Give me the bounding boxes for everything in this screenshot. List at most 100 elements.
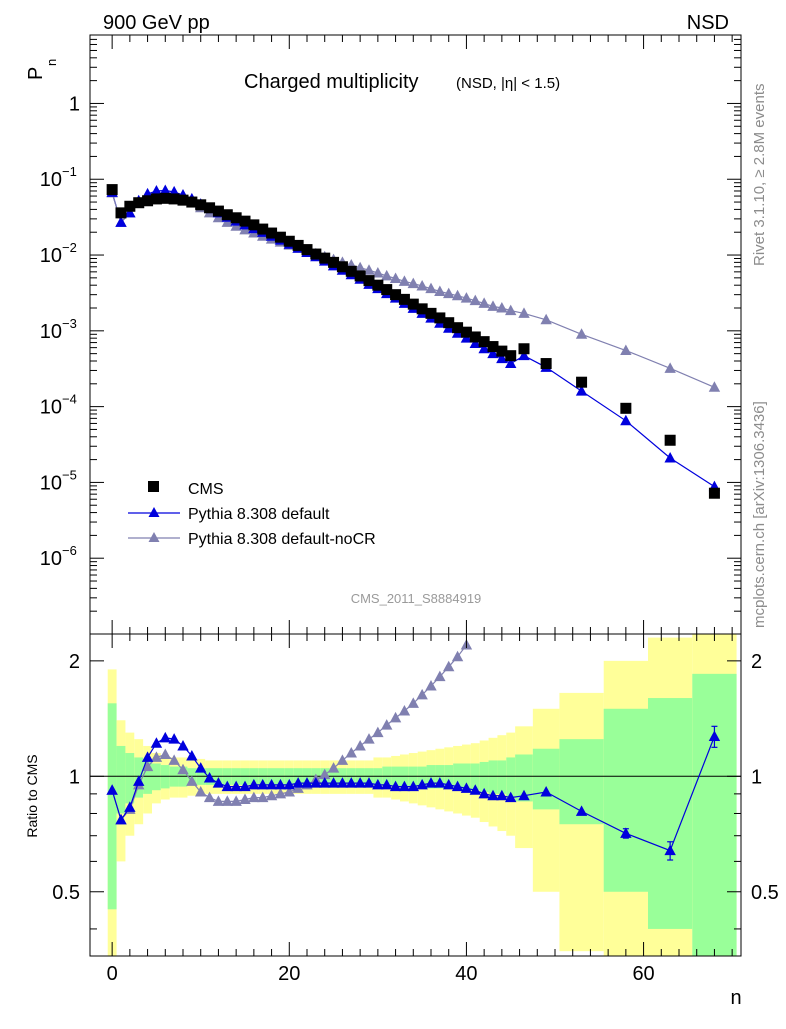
ratio-point-default <box>708 730 721 742</box>
y-tick-label-exponent: −6 <box>62 543 77 558</box>
ratio-band-inner <box>488 760 498 794</box>
ratio-point-default <box>372 778 384 790</box>
data-point-nocr <box>708 381 721 392</box>
data-point-cms <box>381 284 393 296</box>
ratio-point-default <box>115 813 127 825</box>
ratio-point-nocr <box>186 775 198 786</box>
ratio-point-default <box>283 778 295 790</box>
data-point-default <box>478 342 490 354</box>
ratio-point-default <box>221 780 233 792</box>
ratio-band-inner <box>116 745 126 814</box>
data-point-cms <box>434 312 446 324</box>
ratio-point-nocr <box>239 793 251 805</box>
data-point-nocr <box>478 297 490 308</box>
ratio-point-nocr <box>416 688 428 700</box>
ratio-point-nocr <box>425 679 437 691</box>
ratio-band-inner <box>143 760 152 794</box>
data-point-nocr <box>505 304 517 316</box>
ratio-point-nocr <box>389 711 402 723</box>
y-tick-label: 10 <box>40 472 62 494</box>
y-tick-label: 10 <box>40 548 62 570</box>
ratio-band-inner <box>603 708 648 892</box>
data-point-default <box>496 352 508 364</box>
ratio-point-default <box>186 749 198 761</box>
ratio-point-default <box>133 775 145 786</box>
data-point-nocr <box>389 272 402 284</box>
ratio-band-inner <box>506 757 516 798</box>
ratio-point-default <box>336 777 349 788</box>
ratio-band-inner <box>648 698 693 929</box>
data-point-cms <box>310 248 322 260</box>
ratio-point-default <box>177 739 189 751</box>
data-point-cms <box>452 322 464 334</box>
data-point-nocr <box>451 289 464 301</box>
ratio-y-tick-label: 1 <box>69 766 80 788</box>
data-point-cms <box>505 350 517 362</box>
data-point-nocr <box>469 294 481 306</box>
data-point-cms <box>319 252 331 264</box>
y-tick-label-exponent: −5 <box>62 467 77 482</box>
ratio-point-default <box>292 777 304 788</box>
ratio-point-nocr <box>159 748 171 759</box>
data-point-default <box>575 385 588 396</box>
data-point-cms <box>274 231 286 243</box>
data-point-cms <box>363 275 375 287</box>
data-point-cms <box>620 402 632 414</box>
ratio-band-inner <box>515 754 533 802</box>
data-point-cms <box>328 256 340 268</box>
chart-title: Charged multiplicity <box>244 71 419 93</box>
data-point-cms <box>390 289 402 301</box>
ratio-point-nocr <box>363 733 375 744</box>
ratio-point-default <box>620 827 632 838</box>
y-tick-label-exponent: −4 <box>62 392 77 407</box>
ratio-point-nocr <box>327 762 340 773</box>
ratio-point-nocr <box>283 786 295 797</box>
ratio-y-tick-label: 2 <box>69 651 80 673</box>
main-plot-panel: 110−110−210−310−410−510−6 <box>40 34 742 635</box>
ratio-point-nocr <box>345 747 357 758</box>
data-point-default <box>505 357 517 369</box>
ratio-point-nocr <box>443 660 455 672</box>
data-point-nocr <box>425 282 437 294</box>
x-axis-title: n <box>730 987 741 1009</box>
data-point-cms <box>177 194 189 206</box>
x-tick-label: 0 <box>107 963 118 985</box>
legend-nocr-marker <box>148 532 160 542</box>
legend-default-label: Pythia 8.308 default <box>188 506 330 523</box>
ratio-point-nocr <box>230 795 242 806</box>
data-point-cms <box>407 298 419 310</box>
ratio-series-group <box>106 638 721 861</box>
ratio-point-default <box>319 777 331 788</box>
ratio-point-default <box>381 778 393 790</box>
data-point-cms <box>150 193 162 205</box>
legend: CMS Pythia 8.308 default Pythia 8.308 de… <box>128 481 376 548</box>
ratio-point-nocr <box>177 763 189 775</box>
y-tick-label-exponent: −3 <box>62 316 77 331</box>
data-point-cms <box>292 239 304 251</box>
ratio-point-default <box>274 778 287 790</box>
data-point-cms <box>416 303 428 315</box>
data-point-cms <box>576 376 588 388</box>
data-point-nocr <box>496 302 508 313</box>
ratio-point-default <box>345 777 357 788</box>
x-tick-label: 60 <box>632 963 654 985</box>
ratio-point-default <box>106 784 118 795</box>
y-tick-label: 10 <box>40 169 62 191</box>
x-tick-label: 40 <box>455 963 477 985</box>
ratio-point-default <box>159 731 171 743</box>
legend-cms-label: CMS <box>188 481 224 498</box>
ratio-band-inner <box>462 763 471 791</box>
data-point-cms <box>372 279 384 291</box>
data-point-default <box>150 184 163 196</box>
ratio-point-default <box>398 780 411 792</box>
data-point-default <box>159 184 171 196</box>
ratio-band-inner <box>107 703 117 910</box>
ratio-point-default <box>487 789 499 801</box>
data-point-nocr <box>381 269 393 281</box>
series-line-nocr <box>111 192 715 388</box>
legend-default-marker <box>148 507 160 517</box>
analysis-id-label: CMS_2011_S8884919 <box>351 591 482 606</box>
data-point-nocr <box>372 266 384 278</box>
data-point-nocr <box>398 275 411 286</box>
data-point-default <box>664 451 676 463</box>
